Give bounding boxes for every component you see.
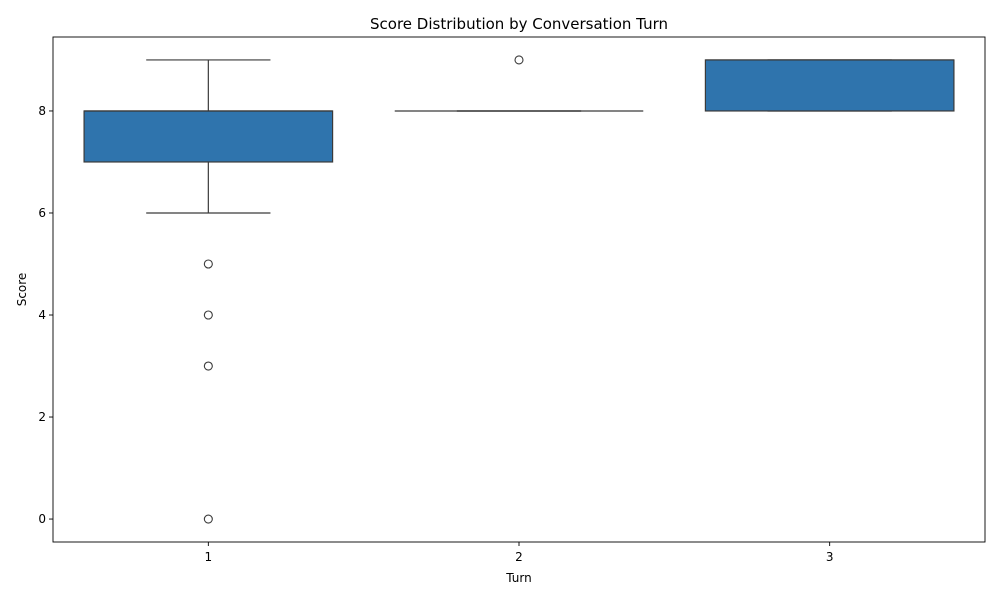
outlier-point [203,514,213,524]
iqr-box [83,110,334,163]
y-axis-label: Score [15,273,29,307]
outlier-point [203,310,213,320]
x-tick-label: 2 [515,550,523,564]
x-tick-label: 1 [205,550,213,564]
outlier-point [203,259,213,269]
x-tick-label: 3 [826,550,834,564]
outlier-point [514,55,524,65]
y-tick-label: 2 [38,410,46,424]
outlier-point [203,361,213,371]
box-group-turn-1 [83,59,334,524]
box-group-turn-3 [704,59,955,112]
plot-area [83,55,955,524]
box-group-turn-2 [394,55,644,112]
y-tick-label: 6 [38,206,46,220]
iqr-box [704,59,955,112]
x-axis-label: Turn [505,571,531,585]
chart-title: Score Distribution by Conversation Turn [370,15,668,33]
y-tick-label: 0 [38,512,46,526]
y-tick-label: 4 [38,308,46,322]
y-tick-label: 8 [38,104,46,118]
